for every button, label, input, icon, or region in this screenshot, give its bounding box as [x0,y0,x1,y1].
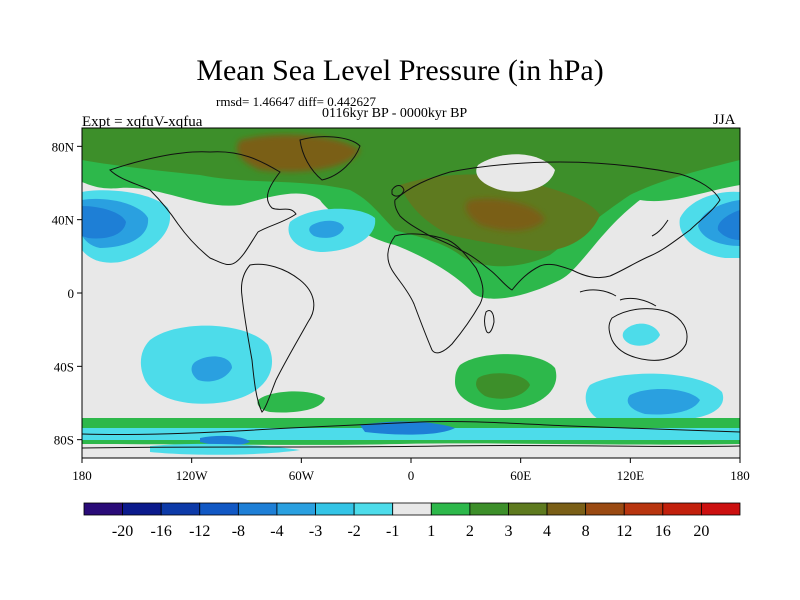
figure-title: Mean Sea Level Pressure (in hPa) [196,54,604,87]
colorbar-label: 8 [582,523,590,540]
north-atlantic-neutral-patch [476,154,555,192]
lon-tick-label: 0 [408,468,415,483]
latitude-axis: 80N 40N 0 40S 80S [52,139,82,448]
colorbar-swatch [353,502,394,516]
colorbar-label: -2 [347,523,360,540]
coast-japan [651,219,669,237]
colorbar-swatch [276,502,316,516]
coast-british-isles [391,185,405,197]
colorbar-label: 16 [655,523,671,540]
colorbar-swatch [392,502,432,516]
longitude-axis: 180 120W 60W 0 60E 120E 180 [72,458,750,483]
colorbar-label: -12 [189,523,210,540]
experiment-label: Expt = xqfuV-xqfua [82,114,203,130]
colorbar-swatch [430,502,471,516]
lon-tick-label: 180 [72,468,92,483]
colorbar-swatch [160,502,201,516]
south-america-positive-patch [257,391,325,413]
lon-tick-label: 180 [730,468,750,483]
colorbar-label: -4 [270,523,283,540]
coast-europe-asia [394,161,721,291]
colorbar-swatch [237,502,278,516]
coast-antarctica [82,420,740,436]
period-line: 0116kyr BP - 0000kyr BP [322,106,468,121]
coastlines [82,136,740,449]
lat-tick-label: 0 [68,286,75,301]
north-pacific-negative-west-inner [82,206,126,239]
colorbar-label: 3 [504,523,512,540]
coast-madagascar [484,309,495,334]
colorbar-swatch [122,502,162,516]
colorbar-swatch [83,502,123,516]
season-label: JJA [713,112,736,128]
antarctic-negative-core [200,421,455,446]
colorbar: -20 -16 -12 -8 -4 -3 -2 -1 1 2 3 4 8 12 16 20 [83,502,741,540]
lat-tick-label: 80N [52,139,75,154]
lon-tick-label: 120W [176,468,209,483]
colorbar-swatch [623,502,664,516]
colorbar-label: 12 [616,523,632,540]
lat-tick-label: 40N [52,213,75,228]
arctic-strong-core [236,134,545,231]
colorbar-label: -3 [309,523,322,540]
colorbar-swatch [199,502,239,516]
coast-greenland [299,136,361,181]
colorbar-swatch [546,502,587,516]
colorbar-label: -8 [232,523,245,540]
coast-indonesia [579,289,657,307]
colorbar-label: -1 [386,523,399,540]
colorbar-label: 1 [427,523,435,540]
lat-tick-label: 40S [54,359,74,374]
colorbar-label: 20 [693,523,709,540]
colorbar-swatch [701,502,741,516]
colorbar-label: -20 [112,523,133,540]
coast-north-america [109,151,297,265]
south-pacific-negative-core [191,356,232,382]
colorbar-swatch [469,502,509,516]
colorbar-swatch [315,502,355,516]
coast-south-america [241,263,315,413]
colorbar-swatch [662,502,702,516]
lon-tick-label: 120E [617,468,645,483]
lon-tick-label: 60W [289,468,315,483]
coast-antarctica-inner [82,444,740,449]
north-pacific-negative-east-inner [717,210,740,240]
coast-africa [387,233,484,354]
south-atlantic-positive-core [476,373,530,399]
colorbar-swatch [585,502,625,516]
colorbar-label: 2 [466,523,474,540]
north-atlantic-negative-core [309,220,344,238]
colorbar-swatch [508,502,548,516]
colorbar-label: -16 [151,523,172,540]
lon-tick-label: 60E [510,468,531,483]
south-indian-negative-core [627,388,700,415]
coast-australia [608,308,688,361]
tasman-negative [622,323,660,346]
pressure-field [82,128,740,458]
lat-tick-label: 80S [54,433,74,448]
stats-line: rmsd= 1.46647 diff= 0.442627 [216,94,376,109]
colorbar-label: 4 [543,523,551,540]
